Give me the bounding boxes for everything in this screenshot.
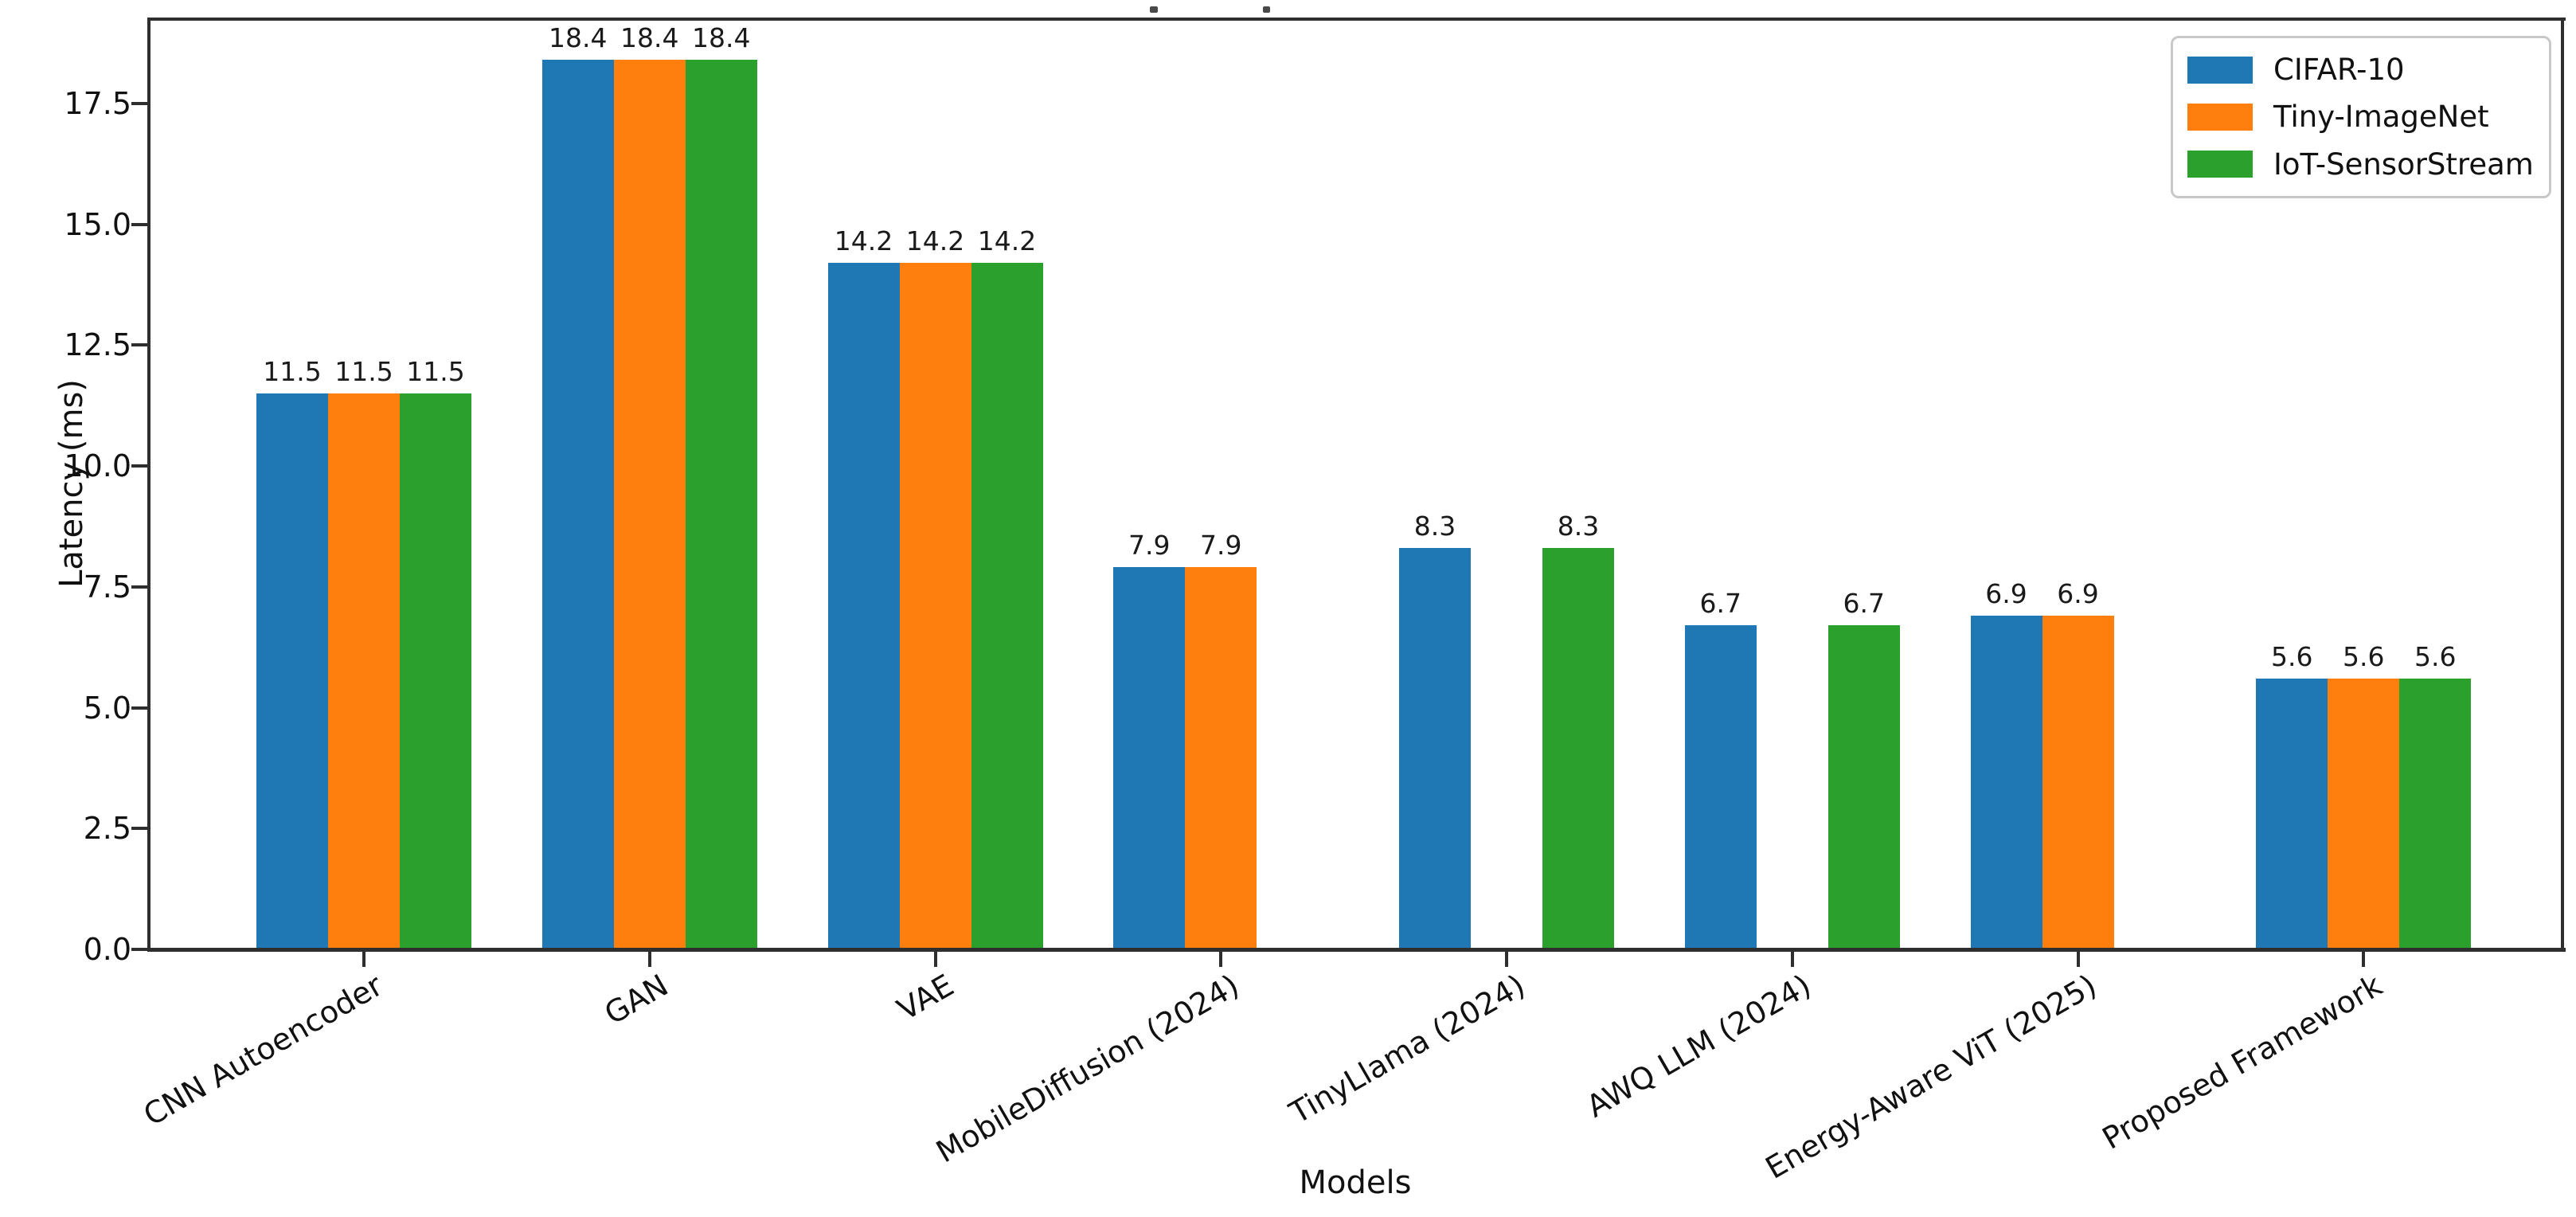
bar-value-label: 6.7 [1843,588,1885,620]
bar-value-label: 6.9 [2057,578,2099,610]
legend-item-cifar-10: CIFAR-10 [2187,53,2535,87]
bar-value-label: 7.9 [1200,530,1242,562]
bar-tiny-imagenet [1185,567,1257,949]
bar-value-label: 7.9 [1128,530,1171,562]
x-tick-mark [1505,949,1508,967]
bar-value-label: 18.4 [620,22,679,54]
legend-swatch-cifar-10 [2187,56,2253,84]
bar-iot-sensorstream [400,393,471,949]
bar-cifar-10 [2256,679,2328,949]
axis-spine-bottom [147,948,2566,952]
axis-spine-left [147,18,150,952]
bar-value-label: 6.9 [1985,578,2027,610]
bar-cifar-10 [256,393,328,949]
bar-tiny-imagenet [328,393,400,949]
bar-value-label: 5.6 [2343,641,2385,673]
x-tick-label: TinyLlama (2024) [1284,967,1531,1131]
x-tick-mark [1790,949,1794,967]
bar-tiny-imagenet [2042,616,2114,949]
y-tick-mark [131,464,149,468]
bar-value-label: 6.7 [1699,588,1741,620]
bar-value-label: 5.6 [2414,641,2457,673]
axis-spine-top [147,18,2566,21]
x-tick-mark [1219,949,1223,967]
bar-iot-sensorstream [971,263,1043,949]
bar-cifar-10 [1113,567,1186,949]
bar-value-label: 11.5 [406,355,465,387]
y-tick-mark [131,706,149,710]
bar-value-label: 5.6 [2271,641,2313,673]
bar-value-label: 14.2 [905,225,965,257]
legend-label: IoT-SensorStream [2273,147,2534,182]
bar-tiny-imagenet [613,60,686,949]
y-tick-label: 12.5 [64,327,131,363]
bar-iot-sensorstream [2399,679,2472,949]
legend-swatch-tiny-imagenet [2187,103,2253,131]
legend-swatch-iot-sensorstream [2187,151,2253,178]
bar-cifar-10 [1399,548,1471,949]
bar-iot-sensorstream [1827,625,1900,949]
bar-value-label: 11.5 [334,355,393,387]
legend: CIFAR-10 Tiny-ImageNet IoT-SensorStream [2171,36,2551,198]
bar-value-label: 14.2 [977,225,1037,257]
y-tick-mark [131,585,149,589]
y-tick-label: 10.0 [64,448,131,483]
y-tick-label: 5.0 [83,690,131,726]
bar-value-label: 8.3 [1557,511,1600,542]
x-tick-mark [2076,949,2080,967]
y-tick-mark [131,101,149,105]
bar-cifar-10 [1684,625,1757,949]
y-tick-mark [131,343,149,347]
y-tick-mark [131,827,149,831]
cropped-title-fragment [1150,6,1158,13]
bar-value-label: 11.5 [263,355,322,387]
cropped-title-fragment [1263,6,1270,13]
bar-iot-sensorstream [685,60,757,949]
y-tick-label: 0.0 [83,932,131,967]
y-tick-label: 2.5 [83,811,131,847]
bar-cifar-10 [827,263,900,949]
bar-tiny-imagenet [899,263,971,949]
x-tick-label: AWQ LLM (2024) [1580,967,1817,1125]
x-tick-label: Proposed Framework [2096,967,2388,1156]
x-axis-title: Models [1299,1164,1412,1201]
y-tick-mark [131,948,149,951]
bar-tiny-imagenet [2328,679,2400,949]
bar-cifar-10 [541,60,614,949]
x-tick-mark [2362,949,2366,967]
bar-cifar-10 [1970,616,2042,949]
bar-value-label: 14.2 [834,225,893,257]
bar-value-label: 18.4 [549,22,608,54]
y-tick-label: 17.5 [64,85,131,121]
legend-item-iot-sensorstream: IoT-SensorStream [2187,147,2535,182]
axis-spine-right [2561,18,2564,952]
bar-value-label: 18.4 [692,22,751,54]
x-tick-label: CNN Autoencoder [137,967,389,1133]
legend-label: CIFAR-10 [2273,53,2405,88]
x-tick-label: VAE [891,967,960,1027]
bar-iot-sensorstream [1542,548,1614,949]
y-tick-label: 15.0 [64,206,131,242]
bar-value-label: 8.3 [1413,511,1456,542]
y-tick-label: 7.5 [83,569,131,605]
x-tick-label: GAN [598,967,674,1031]
x-tick-mark [933,949,937,967]
x-tick-label: MobileDiffusion (2024) [930,967,1245,1170]
y-tick-mark [131,222,149,226]
legend-item-tiny-imagenet: Tiny-ImageNet [2187,100,2535,134]
x-tick-mark [647,949,651,967]
legend-label: Tiny-ImageNet [2273,100,2489,135]
x-tick-mark [362,949,365,967]
